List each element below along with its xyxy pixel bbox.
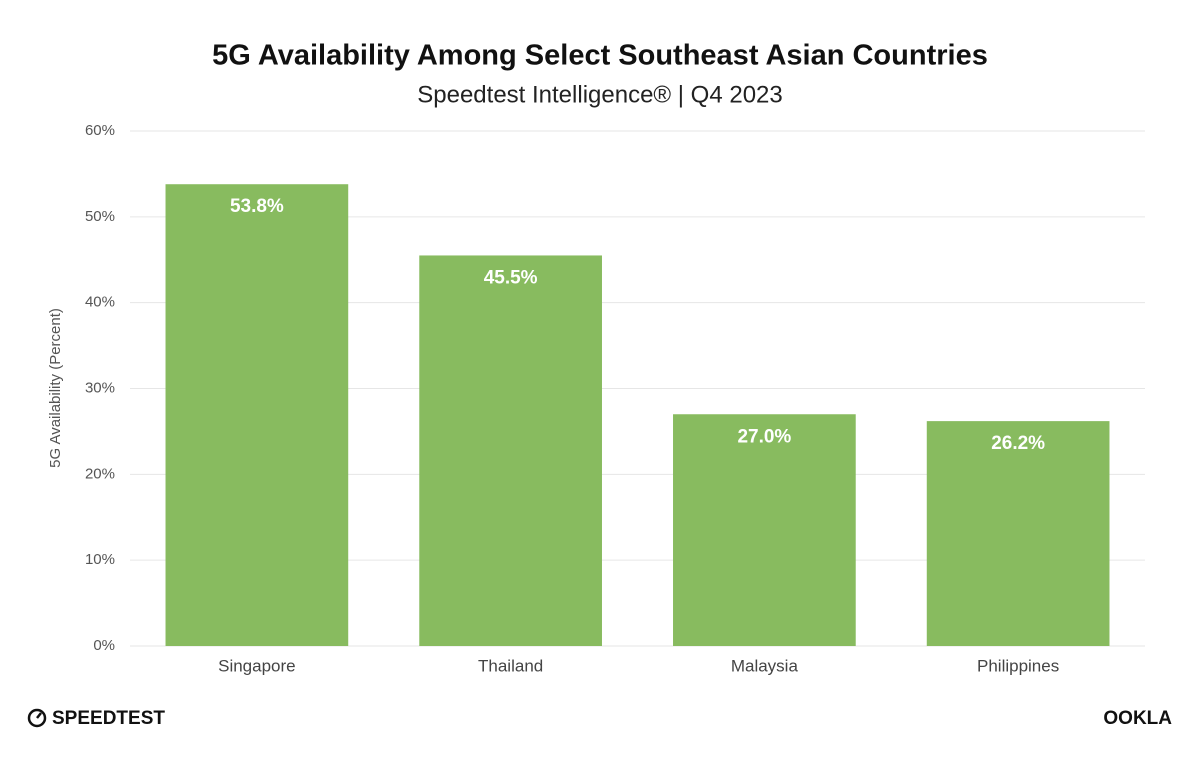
bar [926,421,1110,646]
x-tick-label: Malaysia [731,656,799,675]
value-label: 26.2% [991,433,1045,454]
y-axis-label: 5G Availability (Percent) [47,308,64,468]
chart-subtitle: Speedtest Intelligence® | Q4 2023 [417,81,783,108]
x-tick-label: Singapore [218,656,296,675]
logo-needle [36,712,42,719]
y-tick-label: 30% [85,379,115,396]
value-label: 53.8% [230,196,284,217]
bar [419,255,602,647]
x-tick-label: Thailand [478,656,543,675]
chart-title: 5G Availability Among Select Southeast A… [212,40,988,72]
y-tick-label: 20% [85,465,115,482]
y-tick-label: 50% [85,208,115,225]
speedtest-logo: SPEEDTEST [27,708,165,729]
x-tick-label: Philippines [977,656,1059,675]
y-tick-label: 40% [85,294,115,311]
value-label: 45.5% [484,267,538,288]
ookla-brand: OOKLA [1103,708,1172,729]
bar [673,414,856,646]
y-tick-label: 10% [85,551,115,568]
y-tick-label: 0% [93,637,115,654]
y-tick-label: 60% [85,122,115,139]
bar [165,184,349,646]
logo-icon [27,708,47,728]
value-label: 27.0% [737,426,791,447]
speedtest-brand: SPEEDTEST [52,708,165,729]
